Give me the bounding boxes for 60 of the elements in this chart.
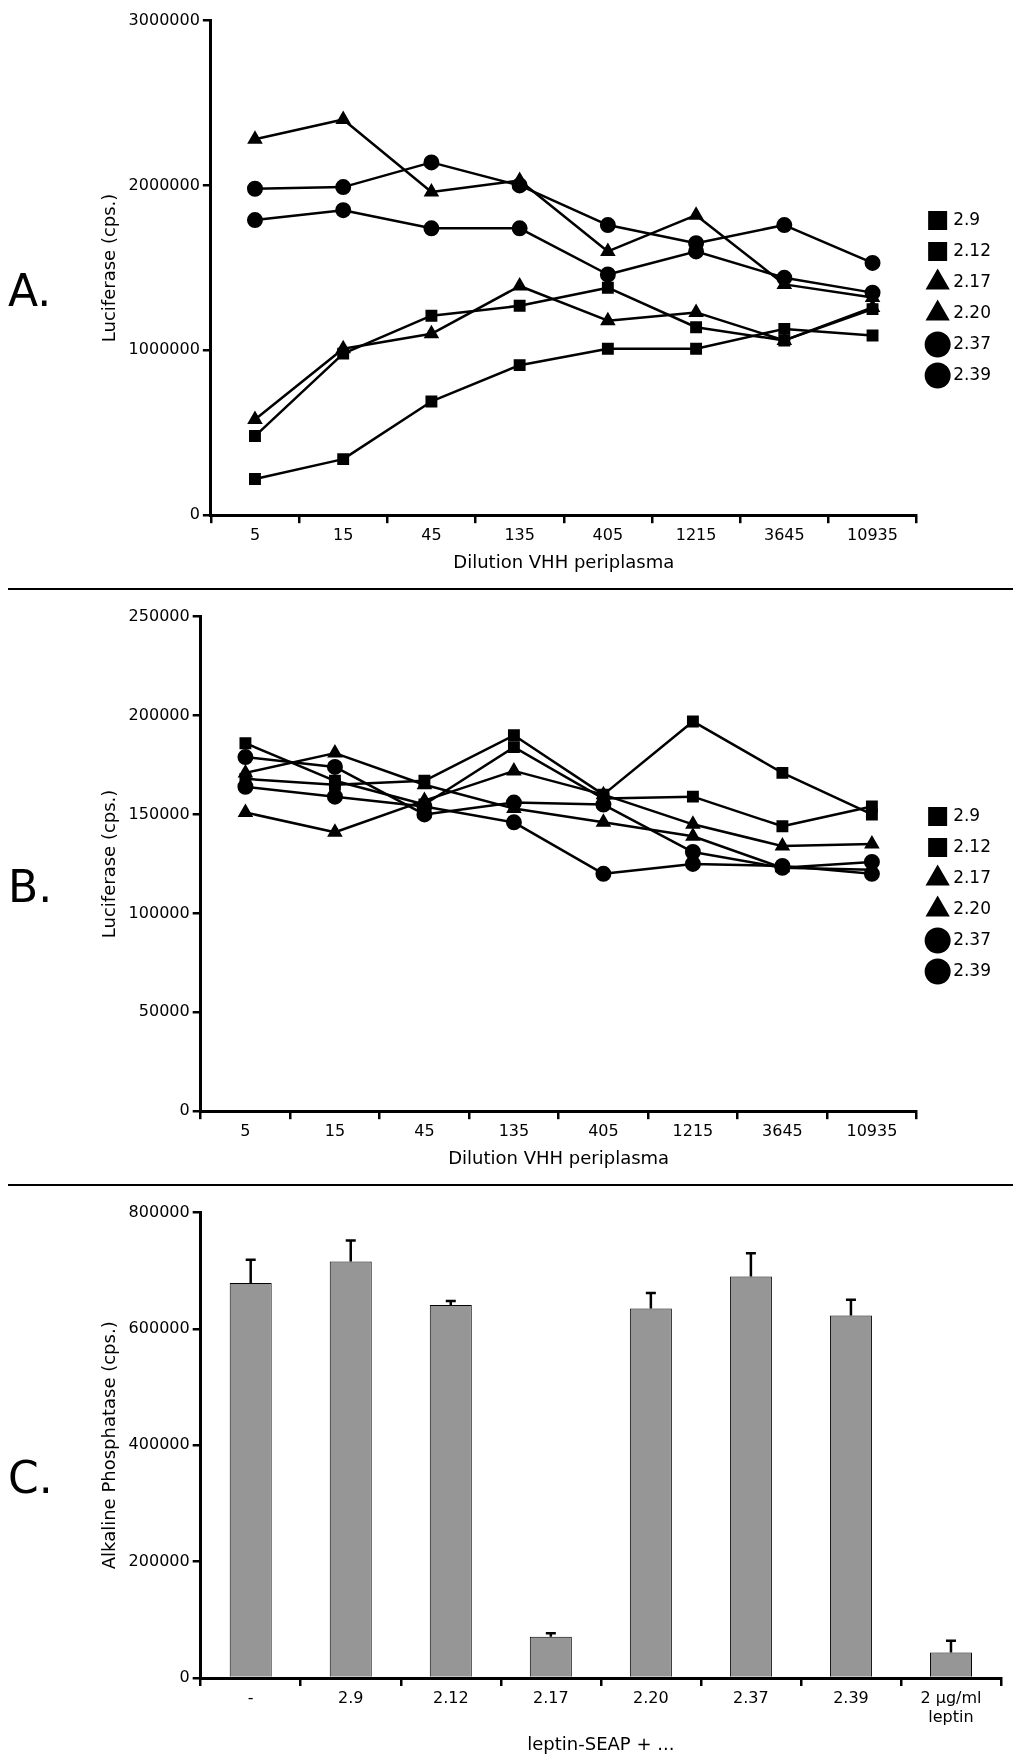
legend-label: 2.9 (953, 804, 981, 825)
x-tick-label: 10935 (847, 524, 898, 544)
x-axis-title: Dilution VHH periplasma (448, 1146, 670, 1168)
legend-label: 2.39 (953, 959, 992, 980)
x-tick-label: 3645 (763, 524, 805, 544)
x-tick-label: 45 (414, 1120, 435, 1140)
x-tick-label: 2.12 (432, 1687, 469, 1707)
legend-label: 2.9 (953, 208, 981, 229)
legend-label: 2.12 (953, 835, 992, 856)
legend-label: 2.39 (953, 363, 992, 384)
legend-label: 2.20 (953, 301, 992, 322)
y-tick-label: 600000 (128, 1318, 190, 1338)
x-tick-label: 15 (324, 1120, 346, 1140)
y-tick-label: 150000 (128, 803, 190, 823)
y-tick-label: 200000 (128, 704, 190, 724)
legend-label: 2.17 (953, 270, 992, 291)
x-tick-label: 10935 (846, 1120, 898, 1140)
legend-label: 2.37 (953, 928, 992, 949)
x-tick-label: 15 (333, 524, 354, 544)
y-tick-label: 800000 (128, 1201, 190, 1221)
y-axis-title: Alkaline Phosphatase (cps.) (98, 1321, 120, 1570)
y-tick-label: 2000000 (128, 174, 200, 194)
legend-label: 2.17 (953, 866, 992, 887)
y-tick-label: 50000 (138, 1001, 190, 1021)
x-tick-label: 1215 (675, 524, 717, 544)
y-tick-label: 100000 (128, 902, 190, 922)
x-tick-label: 2 µg/ml leptin (920, 1687, 982, 1726)
y-axis-title: Luciferase (cps.) (98, 193, 120, 343)
x-tick-label: 1215 (672, 1120, 714, 1140)
x-tick-label: 5 (240, 1120, 251, 1140)
y-tick-label: 400000 (128, 1434, 190, 1454)
x-tick-label: 2.39 (833, 1687, 869, 1707)
x-tick-label: - (247, 1687, 254, 1707)
x-tick-label: 405 (588, 1120, 619, 1140)
y-tick-label: 0 (179, 1667, 190, 1687)
y-axis-title: Luciferase (cps.) (98, 789, 120, 939)
x-tick-label: 3645 (762, 1120, 803, 1140)
y-tick-label: 250000 (128, 605, 190, 625)
x-tick-label: 45 (421, 524, 442, 544)
x-axis-title: leptin-SEAP + ... (527, 1732, 675, 1754)
y-tick-label: 0 (179, 1100, 190, 1120)
x-tick-label: 405 (592, 524, 624, 544)
legend-label: 2.20 (953, 897, 992, 918)
text: A. (8, 264, 52, 316)
legend-label: 2.37 (953, 332, 992, 353)
text: C. (8, 1452, 53, 1503)
x-tick-label: 2.17 (533, 1687, 569, 1707)
y-tick-label: 3000000 (128, 9, 200, 29)
text: B. (8, 860, 53, 912)
x-tick-label: 2.37 (733, 1687, 769, 1707)
y-tick-label: 1000000 (128, 339, 200, 359)
legend-label: 2.12 (953, 239, 992, 260)
y-tick-label: 0 (189, 504, 200, 524)
x-tick-label: 135 (504, 524, 535, 544)
x-tick-label: 5 (249, 524, 261, 544)
x-tick-label: 2.9 (338, 1687, 364, 1707)
x-axis-title: Dilution VHH periplasma (453, 550, 675, 572)
x-tick-label: 135 (498, 1120, 530, 1140)
x-tick-label: 2.20 (633, 1687, 669, 1707)
y-tick-label: 200000 (128, 1550, 190, 1570)
